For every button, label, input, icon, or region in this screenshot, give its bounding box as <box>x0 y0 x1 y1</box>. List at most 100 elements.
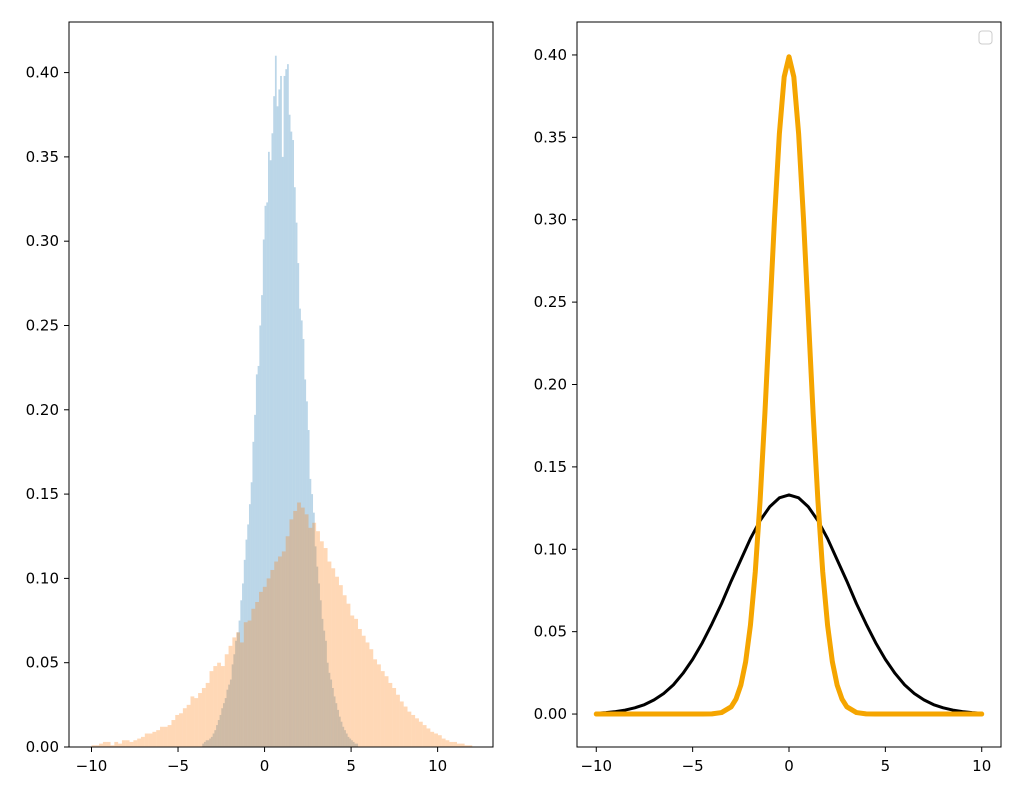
histogram-bar-series-1 <box>257 365 260 747</box>
histogram-bar-series-1 <box>325 640 327 747</box>
histogram-bar-series-1 <box>202 743 204 747</box>
histogram-bar-series-2 <box>266 578 271 747</box>
histogram-bar-series-1 <box>216 725 218 747</box>
histogram-bar-series-2 <box>319 541 324 747</box>
histogram-bar-series-2 <box>304 514 309 747</box>
histogram-y-tick-label: 0.35 <box>26 148 59 166</box>
histogram-bar-series-2 <box>205 682 210 747</box>
histogram-bar-series-2 <box>285 536 290 747</box>
histogram-bar-series-2 <box>411 714 416 747</box>
histogram-bar-series-2 <box>308 527 313 747</box>
histogram-bar-series-2 <box>350 615 355 747</box>
histogram-y-tick-label: 0.40 <box>26 64 59 82</box>
histogram-bar-series-2 <box>396 694 400 747</box>
histogram-bar-series-1 <box>311 494 314 747</box>
histogram-bar-series-2 <box>152 731 157 747</box>
histogram-bar-series-2 <box>106 741 111 747</box>
histogram-bar-series-1 <box>306 401 308 747</box>
histogram-bar-series-1 <box>287 64 289 747</box>
histogram-bar-series-2 <box>140 736 145 747</box>
histogram-bar-series-1 <box>295 222 298 748</box>
histogram-bar-series-1 <box>205 740 208 747</box>
histogram-bar-series-1 <box>354 743 357 747</box>
histogram-bar-series-1 <box>351 740 353 747</box>
histogram-bar-series-2 <box>327 561 332 747</box>
histogram-bar-series-1 <box>321 618 324 747</box>
histogram-bar-series-2 <box>144 733 149 747</box>
histogram-bar-series-1 <box>259 325 262 747</box>
histogram-bar-series-2 <box>312 522 317 747</box>
histogram-bar-series-1 <box>245 539 248 747</box>
histogram-bar-series-1 <box>203 741 206 747</box>
density-x-tick-label: −10 <box>580 757 612 775</box>
density-y-ticks: 0.00 0.05 0.10 0.15 0.20 0.25 0.30 0.35 0.40 <box>534 46 577 723</box>
histogram-bar-series-2 <box>354 618 359 747</box>
density-y-tick-label: 0.40 <box>534 46 567 64</box>
histogram-bar-series-1 <box>333 696 336 747</box>
histogram-bar-series-2 <box>407 711 412 747</box>
histogram-x-tick-label: −5 <box>167 757 189 775</box>
histogram-bar-series-1 <box>280 75 282 747</box>
histogram-bar-series-1 <box>240 600 243 747</box>
histogram-bar-series-1 <box>276 106 279 748</box>
histogram-bar-series-1 <box>221 708 224 747</box>
histogram-bar-series-1 <box>247 524 249 747</box>
histogram-bar-series-2 <box>148 733 153 747</box>
histogram-bar-series-1 <box>223 703 225 747</box>
histogram-bar-series-1 <box>209 738 211 747</box>
histogram-bar-series-2 <box>388 682 393 747</box>
histogram-bar-series-1 <box>328 672 331 747</box>
density-y-tick-label: 0.35 <box>534 128 567 146</box>
histogram-y-tick-label: 0.10 <box>26 569 59 587</box>
histogram-bar-series-2 <box>160 726 164 747</box>
histogram-bar-series-1 <box>229 679 232 747</box>
histogram-bar-series-2 <box>418 721 423 747</box>
histogram-bar-series-1 <box>285 69 288 748</box>
histogram-bar-series-2 <box>392 687 397 747</box>
histogram-bar-series-2 <box>373 659 378 747</box>
density-y-tick-label: 0.05 <box>534 623 567 641</box>
histogram-bar-series-1 <box>262 239 265 747</box>
histogram-bar-series-2 <box>377 664 381 747</box>
histogram-bar-series-2 <box>118 743 122 747</box>
histogram-bar-series-1 <box>226 689 229 747</box>
histogram-bar-series-2 <box>110 745 115 747</box>
density-y-tick-label: 0.00 <box>534 705 567 723</box>
histogram-bar-series-1 <box>261 295 263 747</box>
histogram-bar-series-2 <box>236 632 240 747</box>
density-line-series-1 <box>594 493 984 715</box>
histogram-bar-series-2 <box>239 642 244 747</box>
histogram-bar-series-2 <box>186 704 191 747</box>
histogram-bar-series-1 <box>293 187 296 748</box>
density-y-tick-label: 0.10 <box>534 540 567 558</box>
histogram-y-tick-label: 0.05 <box>26 654 59 672</box>
histogram-y-tick-label: 0.15 <box>26 485 59 503</box>
histogram-bar-series-1 <box>238 620 241 747</box>
histogram-bar-series-2 <box>422 725 427 747</box>
histogram-bar-series-2 <box>346 603 351 747</box>
histogram-bar-series-1 <box>319 600 322 747</box>
histogram-bar-series-2 <box>335 576 339 747</box>
histogram-x-tick-label: −10 <box>76 757 108 775</box>
histogram-bar-series-2 <box>182 708 187 747</box>
density-y-tick-label: 0.20 <box>534 376 567 394</box>
histogram-x-tick-label: 0 <box>260 757 270 775</box>
histogram-bar-series-1 <box>242 583 244 747</box>
histogram-bar-series-1 <box>235 640 237 747</box>
histogram-x-ticks: −10 −5 0 5 10 <box>76 747 447 775</box>
histogram-bar-series-2 <box>270 569 275 747</box>
histogram-bar-series-1 <box>307 430 310 747</box>
histogram-bar-series-2 <box>358 628 362 747</box>
histogram-x-tick-label: 5 <box>346 757 356 775</box>
histogram-bar-series-1 <box>335 703 338 747</box>
histogram-bar-series-2 <box>243 622 248 747</box>
histogram-bar-series-1 <box>338 716 341 747</box>
histogram-y-tick-label: 0.25 <box>26 316 59 334</box>
histogram-bar-series-2 <box>224 654 229 747</box>
histogram-bar-series-2 <box>331 568 336 747</box>
histogram-bar-series-1 <box>299 308 301 747</box>
histogram-bar-series-2 <box>114 741 119 747</box>
histogram-bar-series-1 <box>323 630 326 747</box>
histogram-bar-series-2 <box>163 726 168 747</box>
histogram-bar-series-1 <box>210 736 213 747</box>
